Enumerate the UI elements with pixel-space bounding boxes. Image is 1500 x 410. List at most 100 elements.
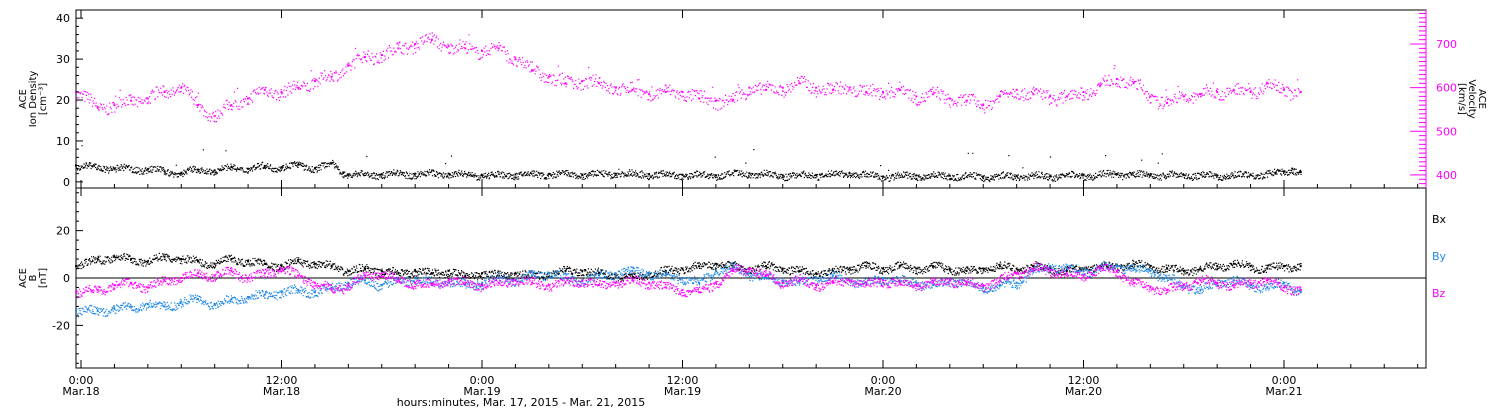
velocity-point [781, 86, 784, 89]
bz-point [748, 267, 751, 270]
bx-point [1182, 269, 1185, 272]
bz-point [430, 284, 433, 287]
velocity-point [648, 93, 651, 96]
density-axis-title: ACE Ion Density [cm⁻³] [18, 71, 49, 128]
velocity-point [247, 97, 250, 100]
velocity-point [865, 91, 868, 94]
velocity-point [1082, 91, 1085, 94]
bx-point [1299, 265, 1302, 268]
velocity-point [430, 38, 433, 41]
by-point [564, 277, 567, 279]
series-velocity [75, 32, 1302, 123]
velocity-point [1015, 88, 1018, 91]
velocity-point [1032, 93, 1035, 96]
bx-point [564, 269, 567, 272]
velocity-point [1266, 82, 1269, 85]
bx-point [297, 260, 300, 263]
density-tick-label: 40 [56, 12, 70, 25]
bx-point [965, 269, 968, 272]
density-point [614, 172, 617, 175]
bz-point [397, 279, 400, 282]
bx-point [514, 272, 517, 275]
density-axis-title-line: Ion Density [28, 71, 39, 128]
bx-point [1032, 265, 1035, 268]
by-point [213, 303, 216, 306]
time-tick-label: 0:00 [871, 374, 896, 387]
by-point [464, 284, 467, 287]
b-axis-title-line: ACE [18, 268, 29, 288]
bx-point [597, 272, 600, 275]
bz-point [280, 267, 283, 270]
by-point [364, 279, 367, 282]
velocity-point [497, 47, 500, 50]
velocity-point [113, 104, 116, 107]
density-point [347, 173, 350, 176]
bz-point [1082, 274, 1085, 277]
by-point [648, 272, 651, 275]
velocity-point [1216, 91, 1219, 94]
bz-point [915, 284, 918, 287]
velocity-point [748, 86, 751, 89]
velocity-point [1149, 95, 1152, 98]
by-point [96, 310, 99, 313]
velocity-point [948, 97, 951, 100]
bz-point [898, 281, 901, 284]
velocity-tick-label: 400 [1436, 169, 1457, 182]
velocity-point [130, 99, 133, 102]
bx-point [781, 267, 784, 270]
by-point [1249, 284, 1252, 287]
velocity-point [1282, 88, 1285, 91]
density-point [514, 173, 517, 176]
bz-point [547, 284, 550, 287]
velocity-point [347, 64, 350, 67]
velocity-point [1199, 93, 1202, 96]
by-point [531, 274, 534, 277]
velocity-point [982, 104, 985, 107]
bz-point [982, 284, 985, 287]
bz-point [1032, 267, 1035, 270]
by-point [865, 281, 868, 284]
velocity-point [196, 104, 199, 107]
velocity-point [714, 99, 717, 102]
bz-point [313, 281, 316, 284]
by-point [330, 286, 333, 289]
velocity-point [531, 69, 534, 72]
bx-point [263, 262, 266, 265]
bz-point [414, 281, 417, 284]
x-axis-title: hours:minutes, Mar. 17, 2015 - Mar. 21, … [397, 396, 646, 409]
by-point [915, 281, 918, 284]
velocity-point [96, 106, 99, 109]
velocity-point [514, 58, 517, 61]
bx-point [714, 262, 717, 265]
by-point [731, 267, 734, 270]
by-point [1232, 279, 1235, 282]
velocity-point [1249, 91, 1252, 94]
velocity-axis-title-line: Velocity [1466, 79, 1477, 118]
velocity-point [263, 88, 266, 91]
by-point [714, 269, 717, 272]
bz-point [96, 288, 99, 291]
bz-point [831, 281, 834, 284]
bz-point [1149, 286, 1152, 289]
by-point [1032, 269, 1035, 272]
bx-point [481, 272, 484, 275]
bz-point [180, 277, 183, 279]
bz-point [531, 281, 534, 284]
bz-point [380, 272, 383, 275]
density-point [213, 169, 216, 172]
bz-point [1132, 281, 1135, 284]
bx-point [815, 272, 818, 275]
velocity-point [380, 53, 383, 56]
bz-point [681, 288, 684, 291]
top-panel-frame [75, 9, 1427, 189]
bx-point [1249, 265, 1252, 268]
bz-point [247, 277, 250, 279]
bz-point [948, 279, 951, 282]
bx-point [414, 269, 417, 272]
velocity-point [631, 88, 634, 91]
velocity-point [932, 93, 935, 96]
bx-point [932, 265, 935, 268]
series-density [75, 145, 1302, 183]
by-point [414, 277, 417, 279]
